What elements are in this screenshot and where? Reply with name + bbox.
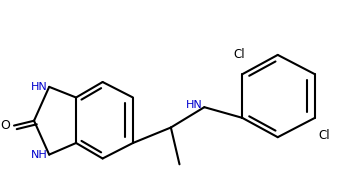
Text: NH: NH xyxy=(31,150,47,160)
Text: Cl: Cl xyxy=(233,48,245,61)
Text: O: O xyxy=(1,119,11,132)
Text: HN: HN xyxy=(31,82,47,92)
Text: HN: HN xyxy=(186,100,203,110)
Text: Cl: Cl xyxy=(318,129,330,142)
